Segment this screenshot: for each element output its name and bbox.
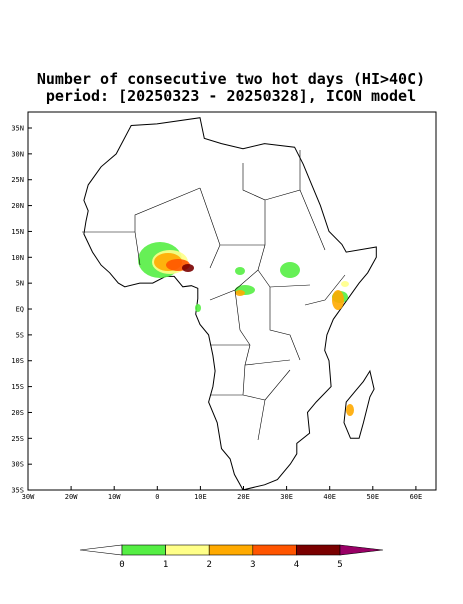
colorbar-box: [252, 544, 297, 556]
lon-tick-label: 20E: [237, 493, 250, 501]
lat-tick-label: 25S: [11, 435, 24, 443]
lon-tick-label: 20W: [65, 493, 78, 501]
lat-tick-label: 20N: [11, 202, 24, 210]
colorbar: 0 1 2 3 4 5: [79, 544, 384, 570]
lat-tick-label: 25N: [11, 176, 24, 184]
hot-day-areas: [138, 242, 354, 416]
lat-tick-label: 30S: [11, 461, 24, 469]
lat-tick-label: 15N: [11, 228, 24, 236]
hot-area: [332, 290, 344, 310]
hot-area: [235, 267, 245, 275]
lat-tick-label: 35S: [11, 487, 24, 495]
lat-tick-label: 30N: [11, 150, 24, 158]
hot-area: [235, 290, 245, 296]
colorbar-label: 2: [206, 560, 211, 570]
colorbar-box: [121, 544, 166, 556]
country-borders: [82, 150, 346, 441]
colorbar-label: 5: [337, 560, 342, 570]
lat-tick-label: 5S: [16, 331, 24, 339]
colorbar-label: 4: [294, 560, 299, 570]
lon-tick-label: 50E: [366, 493, 379, 501]
lat-tick-label: 10N: [11, 254, 24, 262]
colorbar-box: [296, 544, 341, 556]
lat-tick-label: 35N: [11, 125, 24, 133]
hot-area: [182, 264, 194, 272]
hot-area: [341, 281, 349, 287]
lon-tick-label: 60E: [410, 493, 423, 501]
lon-tick-label: 40E: [323, 493, 336, 501]
lat-tick-label: 10S: [11, 357, 24, 365]
lon-tick-label: 0: [155, 493, 159, 501]
title: Number of consecutive two hot days (HI>4…: [37, 70, 425, 88]
africa-outline: [83, 117, 377, 491]
lon-tick-label: 30W: [22, 493, 35, 501]
lat-tick-label: 15S: [11, 383, 24, 391]
colorbar-label: 0: [119, 560, 124, 570]
lon-tick-label: 10W: [108, 493, 121, 501]
borders: [82, 150, 346, 441]
lon-tick-label: 10E: [194, 493, 207, 501]
hot-area: [280, 262, 300, 278]
land: [83, 117, 377, 491]
lat-tick-label: 5N: [16, 280, 24, 288]
lon-tick-label: 30E: [280, 493, 293, 501]
colorbar-label: 3: [250, 560, 255, 570]
map-frame: [27, 111, 437, 491]
lat-tick-label: 20S: [11, 409, 24, 417]
madagascar: [343, 369, 375, 439]
hot-area: [195, 304, 201, 312]
hot-area: [346, 404, 354, 416]
colorbar-label: 1: [163, 560, 168, 570]
colorbar-box: [208, 544, 254, 556]
axis-ticks: 35N 30N 25N 20N 15N 10N 5N EQ 5S 10S 15S 20S 25S 30S 3…: [11, 125, 422, 502]
subtitle: period: [20250323 - 20250328], ICON mode…: [46, 87, 416, 105]
lat-tick-label: EQ: [16, 306, 24, 314]
colorbar-box: [165, 544, 210, 556]
colorbar-high: [339, 544, 384, 556]
